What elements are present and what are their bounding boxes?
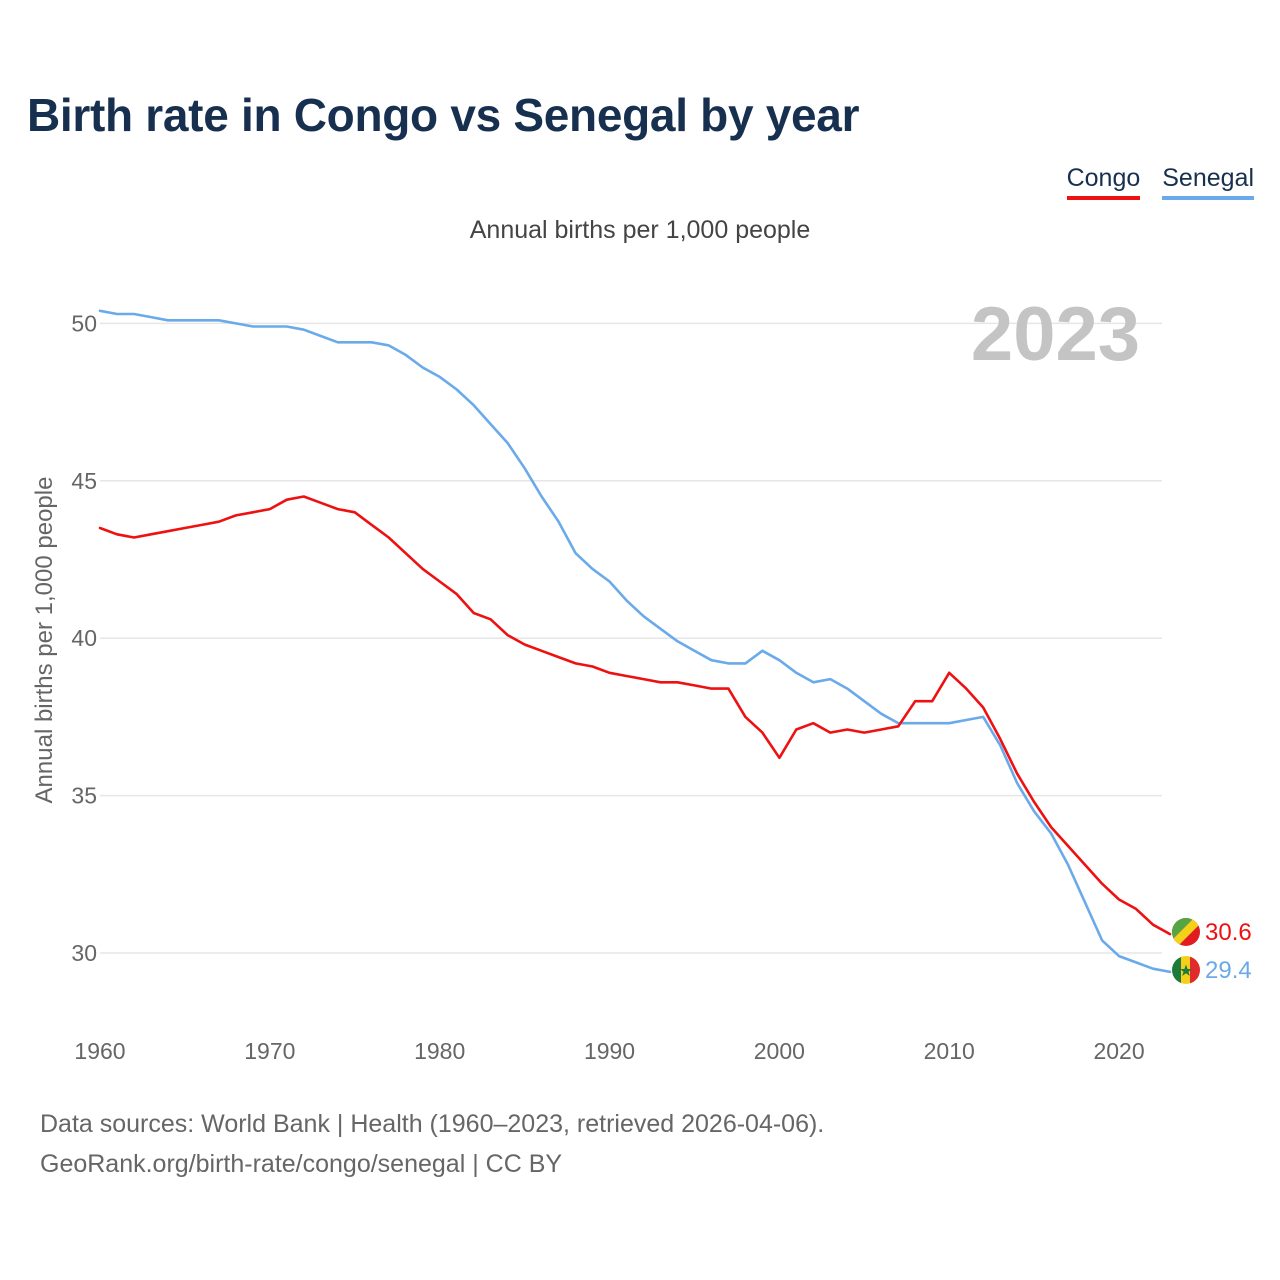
series-line-congo[interactable]	[98, 495, 1172, 936]
x-tick-label: 1980	[414, 1038, 465, 1064]
series-line-senegal[interactable]	[98, 309, 1172, 974]
x-tick-label: 2010	[924, 1038, 975, 1064]
x-tick-label: 2020	[1093, 1038, 1144, 1064]
chart-subtitle: Annual births per 1,000 people	[469, 216, 811, 244]
y-tick-label: 35	[71, 783, 97, 809]
y-axis-label: Annual births per 1,000 people	[31, 477, 58, 804]
end-label-senegal: 29.4	[1205, 957, 1252, 984]
data-source-note: Data sources: World Bank | Health (1960–…	[40, 1110, 825, 1138]
legend-senegal[interactable]: Senegal	[1162, 164, 1254, 200]
x-tick-label: 1960	[74, 1038, 125, 1064]
y-tick-label: 30	[71, 940, 97, 966]
year-watermark: 2023	[971, 292, 1140, 377]
x-tick-label: 2000	[754, 1038, 805, 1064]
congo-flag-icon	[1172, 918, 1200, 946]
senegal-flag-icon	[1172, 956, 1200, 984]
end-label-congo: 30.6	[1205, 919, 1252, 946]
legend: Congo Senegal	[1066, 164, 1254, 200]
y-tick-label: 45	[71, 468, 97, 494]
footer: Data sources: World Bank | Health (1960–…	[40, 1104, 824, 1184]
legend-congo[interactable]: Congo	[1066, 164, 1141, 200]
y-tick-label: 50	[71, 310, 97, 336]
source-url-note[interactable]: GeoRank.org/birth-rate/congo/senegal | C…	[40, 1150, 563, 1178]
y-tick-label: 40	[71, 625, 97, 651]
chart-title: Birth rate in Congo vs Senegal by year	[27, 89, 860, 141]
x-tick-label: 1990	[584, 1038, 635, 1064]
x-tick-label: 1970	[244, 1038, 295, 1064]
